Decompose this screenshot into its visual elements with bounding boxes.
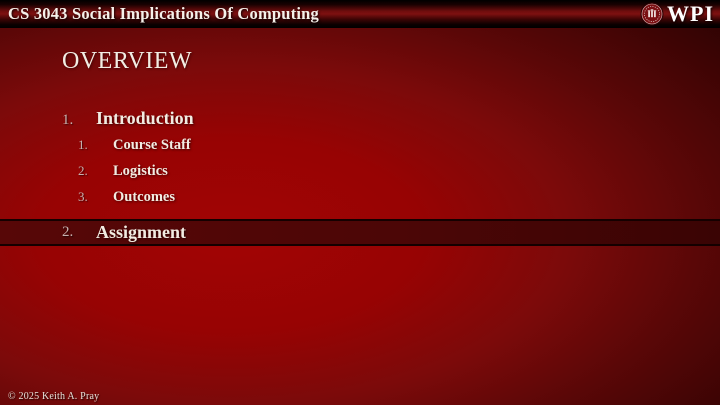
copyright-footer: © 2025 Keith A. Pray — [8, 391, 100, 402]
outline-item-label: Logistics — [113, 163, 168, 179]
course-title: CS 3043 Social Implications Of Computing — [8, 4, 319, 23]
outline-item-course-staff: 1. Course Staff — [78, 137, 191, 154]
wpi-logo-text: WPI — [667, 1, 714, 26]
wpi-seal-icon — [640, 2, 664, 26]
outline-item-label: Course Staff — [113, 137, 191, 153]
outline-item-outcomes: 3. Outcomes — [78, 189, 175, 206]
outline-item-label: Introduction — [96, 108, 194, 128]
slide-header-bar: CS 3043 Social Implications Of Computing… — [0, 0, 720, 28]
outline-item-logistics: 2. Logistics — [78, 163, 168, 180]
outline-item-number: 2. — [78, 163, 88, 178]
outline-item-introduction: 1. Introduction — [62, 108, 194, 129]
outline-item-label: Assignment — [96, 222, 187, 242]
outline-item-number: 1. — [78, 137, 88, 152]
outline-item-label: Outcomes — [113, 189, 176, 205]
outline-item-number: 1. — [62, 112, 74, 128]
slide-title: OVERVIEW — [62, 48, 193, 74]
outline-item-number: 3. — [78, 189, 88, 204]
wpi-logo: WPI — [640, 2, 714, 26]
outline-item-assignment-highlighted: 2. Assignment — [0, 219, 720, 246]
outline-item-number: 2. — [62, 224, 74, 240]
